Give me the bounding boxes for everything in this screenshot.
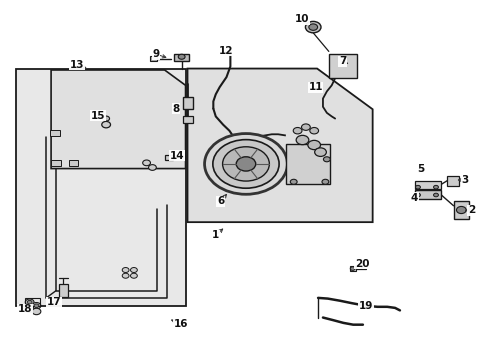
Bar [183, 116, 194, 123]
Circle shape [222, 147, 270, 181]
Text: 16: 16 [173, 319, 188, 329]
Bar [329, 54, 357, 78]
Text: 3: 3 [462, 175, 469, 185]
Circle shape [310, 127, 318, 134]
Circle shape [130, 267, 137, 273]
Circle shape [315, 148, 326, 157]
Bar [25, 298, 40, 306]
Text: 6: 6 [217, 197, 224, 206]
Circle shape [457, 206, 466, 213]
Text: 20: 20 [355, 259, 369, 269]
Circle shape [25, 306, 34, 312]
Bar [415, 190, 441, 199]
Circle shape [34, 304, 39, 307]
Bar [183, 97, 194, 109]
Bar [69, 160, 78, 166]
Bar [287, 144, 330, 184]
Bar [51, 160, 61, 166]
Circle shape [148, 165, 156, 170]
Polygon shape [51, 70, 186, 168]
Text: 14: 14 [170, 151, 184, 161]
Text: 17: 17 [47, 297, 61, 307]
Bar [454, 202, 469, 219]
Circle shape [178, 54, 185, 59]
Circle shape [309, 24, 318, 30]
Circle shape [416, 193, 420, 197]
Text: 8: 8 [172, 104, 179, 113]
Circle shape [350, 267, 355, 270]
Circle shape [434, 185, 439, 189]
Bar [50, 130, 60, 136]
Circle shape [27, 300, 32, 304]
Circle shape [130, 273, 137, 278]
Bar [447, 176, 460, 186]
Circle shape [305, 21, 321, 33]
Circle shape [323, 157, 330, 162]
Text: 10: 10 [295, 14, 310, 24]
Text: 12: 12 [219, 46, 234, 56]
Text: 15: 15 [91, 111, 105, 121]
Circle shape [122, 267, 129, 273]
Circle shape [213, 140, 279, 188]
Bar [150, 56, 157, 61]
Circle shape [143, 160, 150, 166]
Text: 19: 19 [359, 301, 373, 311]
Circle shape [103, 116, 110, 121]
Bar [350, 266, 356, 271]
Circle shape [293, 127, 302, 134]
Text: 5: 5 [417, 164, 424, 174]
Bar [174, 54, 189, 62]
Circle shape [296, 135, 309, 145]
Circle shape [301, 124, 310, 130]
Bar [59, 284, 68, 297]
Circle shape [434, 193, 439, 197]
Bar [165, 155, 173, 160]
Text: 7: 7 [339, 57, 346, 66]
Circle shape [32, 302, 41, 309]
Polygon shape [16, 69, 186, 306]
Text: 9: 9 [153, 49, 160, 59]
Polygon shape [188, 68, 373, 222]
Circle shape [122, 273, 129, 278]
Circle shape [204, 134, 288, 194]
Circle shape [32, 308, 41, 315]
Circle shape [322, 179, 329, 184]
Text: 4: 4 [411, 193, 418, 203]
Text: 13: 13 [70, 60, 84, 70]
Text: 18: 18 [18, 304, 32, 314]
Circle shape [236, 157, 256, 171]
Text: 11: 11 [308, 82, 323, 92]
Circle shape [25, 299, 34, 305]
Circle shape [416, 185, 420, 189]
Circle shape [308, 140, 320, 150]
Text: 1: 1 [212, 230, 220, 240]
Circle shape [102, 121, 111, 128]
Bar [415, 181, 441, 189]
Circle shape [290, 179, 297, 184]
Text: 2: 2 [468, 205, 475, 215]
